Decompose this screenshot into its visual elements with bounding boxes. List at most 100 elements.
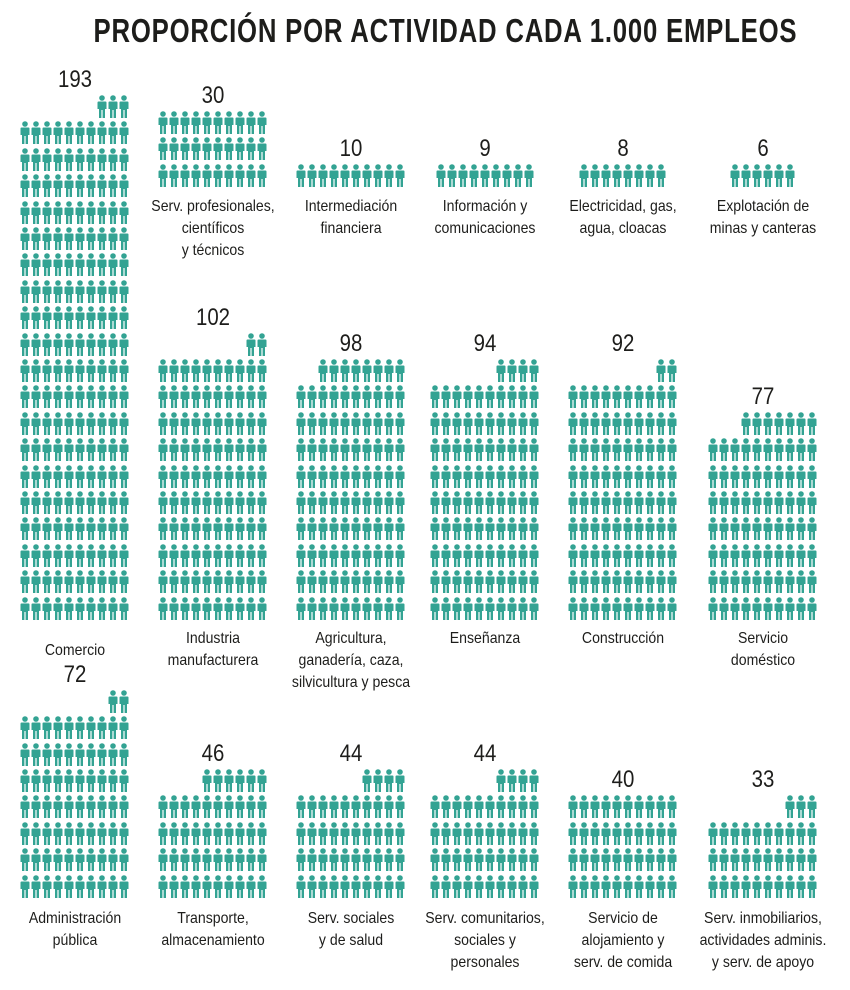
person-icon [774, 848, 784, 872]
person-icon [224, 163, 234, 187]
person-icon [329, 848, 339, 872]
person-icon [395, 769, 405, 792]
person-icon [202, 596, 212, 620]
person-icon [362, 570, 372, 594]
person-icon [53, 227, 63, 250]
person-icon [108, 689, 118, 713]
person-icon [395, 385, 405, 409]
person-icon [53, 332, 63, 356]
person-icon [20, 121, 30, 145]
person-icon [158, 359, 168, 382]
person-icon [785, 874, 795, 898]
person-icon [75, 438, 85, 462]
person-icon [529, 491, 539, 514]
person-icon [430, 596, 440, 620]
person-icon [796, 411, 806, 435]
person-icon [31, 769, 41, 792]
person-icon [763, 874, 773, 898]
person-icon [64, 596, 74, 620]
value-label: 10 [339, 134, 363, 162]
person-icon [774, 874, 784, 898]
person-icon [42, 411, 52, 435]
person-icon [318, 596, 328, 620]
person-icon [373, 848, 383, 872]
person-icon [579, 570, 589, 594]
person-icon [485, 821, 495, 845]
person-icon [180, 517, 190, 541]
person-icon [75, 795, 85, 819]
person-icon [119, 874, 129, 898]
person-icon [623, 411, 633, 435]
person-icon [31, 491, 41, 514]
person-icon [612, 385, 622, 409]
person-icon [64, 491, 74, 514]
person-icon [318, 874, 328, 898]
person-icon [86, 385, 96, 409]
person-icon [395, 359, 405, 382]
chart-title: PROPORCIÓN POR ACTIVIDAD CADA 1.000 EMPL… [93, 12, 798, 49]
person-icon [441, 464, 451, 488]
person-icon [296, 874, 306, 898]
person-icon [108, 570, 118, 594]
person-icon [97, 491, 107, 514]
person-icon [441, 517, 451, 541]
person-icon [257, 570, 267, 594]
person-icon [730, 874, 740, 898]
person-icon [785, 411, 795, 435]
person-icon [31, 359, 41, 382]
person-icon [31, 596, 41, 620]
person-icon [496, 795, 506, 819]
person-icon [97, 795, 107, 819]
person-icon [191, 596, 201, 620]
person-icon [257, 110, 267, 134]
person-icon [518, 795, 528, 819]
person-icon [719, 438, 729, 462]
person-icon [20, 200, 30, 224]
person-icon [169, 795, 179, 819]
person-icon [53, 742, 63, 766]
person-icon [42, 359, 52, 382]
person-icon [763, 491, 773, 514]
person-icon [645, 821, 655, 845]
person-icon [97, 253, 107, 277]
person-icon [496, 769, 506, 792]
person-icon [730, 821, 740, 845]
person-icon [97, 742, 107, 766]
person-icon [20, 227, 30, 250]
person-icon [384, 769, 394, 792]
person-icon [441, 385, 451, 409]
person-icon [191, 874, 201, 898]
value-label: 193 [57, 66, 93, 93]
category-label: Serv. profesionales, científicos y técni… [151, 198, 275, 259]
person-icon [485, 491, 495, 514]
person-icon [623, 848, 633, 872]
person-icon [97, 570, 107, 594]
person-icon [257, 332, 267, 356]
person-icon [807, 411, 817, 435]
person-icon [31, 716, 41, 740]
person-icon [384, 491, 394, 514]
category-label: Explotación de minas y canteras [709, 198, 817, 237]
person-icon [568, 543, 578, 567]
person-icon [180, 596, 190, 620]
person-icon [730, 438, 740, 462]
person-icon [485, 464, 495, 488]
person-icon [329, 517, 339, 541]
person-icon [590, 821, 600, 845]
person-icon [75, 848, 85, 872]
person-icon [191, 491, 201, 514]
person-icon [612, 438, 622, 462]
person-icon [507, 769, 517, 792]
person-icon [235, 596, 245, 620]
person-icon [64, 742, 74, 766]
person-icon [518, 848, 528, 872]
person-icon [590, 517, 600, 541]
person-icon [634, 848, 644, 872]
person-icon [656, 438, 666, 462]
person-icon [645, 464, 655, 488]
person-icon [362, 543, 372, 567]
person-icon [463, 438, 473, 462]
person-icon [579, 411, 589, 435]
person-icon [719, 517, 729, 541]
person-icon [180, 385, 190, 409]
